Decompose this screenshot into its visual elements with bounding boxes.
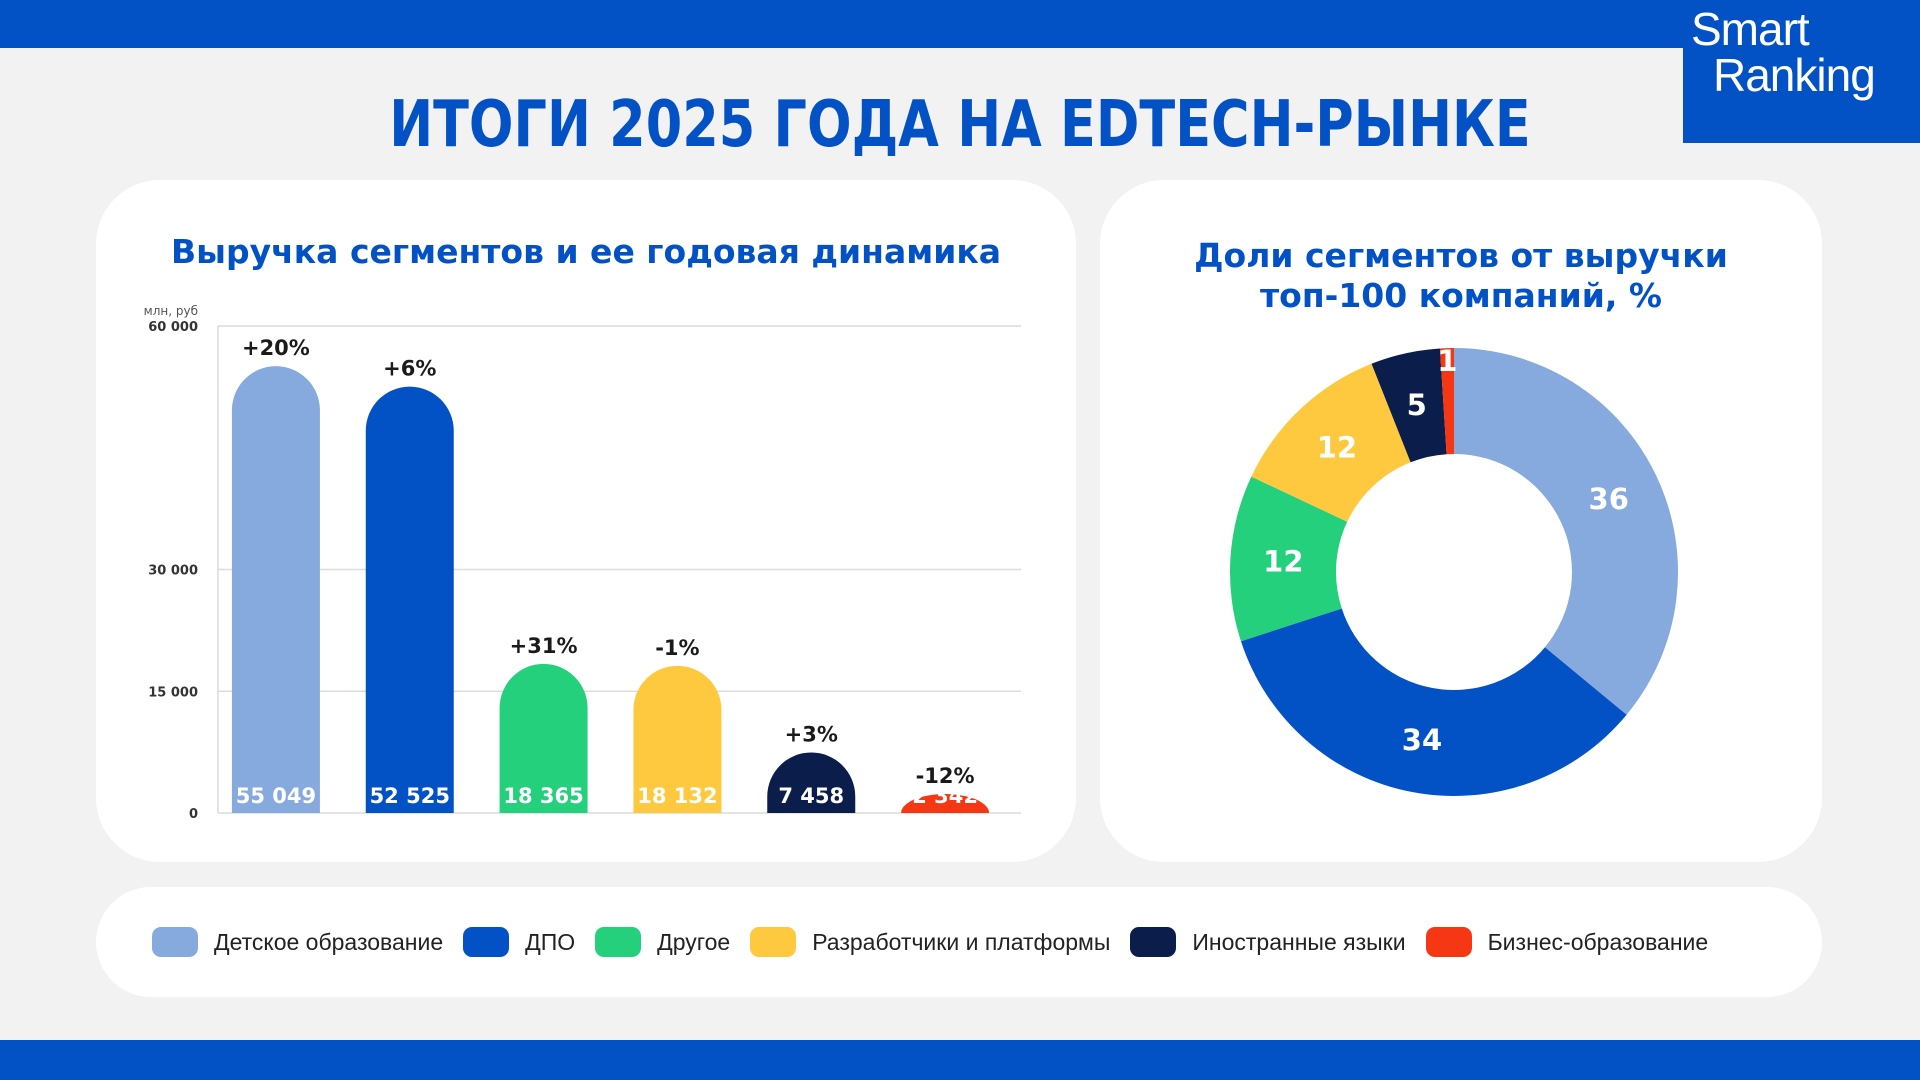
y-unit-label: млн, руб — [144, 304, 198, 318]
legend-item: Другое — [595, 927, 730, 957]
legend-item: Разработчики и платформы — [750, 927, 1110, 957]
legend: Детское образование ДПО Другое Разработчики… — [152, 887, 1782, 997]
legend-item: Детское образование — [152, 927, 443, 957]
bar-value-label: 55 049 — [236, 784, 316, 808]
bar — [499, 663, 588, 813]
top-band — [0, 0, 1920, 48]
donut-slice — [1371, 348, 1447, 463]
y-tick-label: 60 000 — [148, 320, 198, 335]
donut-slice — [1251, 363, 1411, 522]
pie-chart-title: Доли сегментов от выручки топ-100 компан… — [1100, 236, 1822, 316]
slice-value-label: 36 — [1589, 482, 1629, 516]
y-tick-label: 30 000 — [148, 564, 198, 579]
bar — [365, 386, 454, 813]
y-tick-label: 0 — [189, 807, 198, 822]
pie-title-line-1: Доли сегментов от выручки — [1194, 236, 1728, 275]
legend-card: Детское образование ДПО Другое Разработчики… — [96, 887, 1822, 997]
slice-value-label: 12 — [1263, 544, 1303, 578]
bar-growth-label: -1% — [655, 636, 699, 660]
legend-swatch — [1130, 927, 1177, 957]
bar-chart: млн, руб 0 15 000 30 000 60 000 55 049 +20% 52 … — [144, 304, 1021, 822]
legend-label: ДПО — [525, 928, 576, 955]
bar-growth-label: +6% — [383, 357, 436, 381]
legend-item: Бизнес-образование — [1425, 927, 1709, 957]
legend-swatch — [595, 927, 642, 957]
slice-value-label: 1 — [1437, 344, 1457, 378]
smart-ranking-logo: Smart Ranking — [1683, 0, 1920, 143]
legend-item: Иностранные языки — [1130, 927, 1406, 957]
bar-value-label: 18 132 — [637, 784, 717, 808]
bar — [767, 752, 856, 813]
bar — [633, 665, 722, 813]
legend-swatch — [750, 927, 797, 957]
legend-swatch — [463, 927, 510, 957]
legend-swatch — [152, 927, 198, 957]
logo-line-2: Ranking — [1713, 49, 1876, 101]
donut-slice — [1454, 348, 1678, 715]
bar-chart-title: Выручка сегментов и ее годовая динамика — [171, 232, 1001, 271]
legend-label: Детское образование — [214, 928, 444, 955]
bar-growth-label: +31% — [510, 634, 578, 658]
y-tick-label: 15 000 — [148, 685, 198, 700]
legend-swatch — [1425, 927, 1472, 957]
bar-chart-card: Выручка сегментов и ее годовая динамика … — [96, 180, 1076, 862]
bar-value-label: 2 342 — [912, 784, 978, 808]
bar-value-label: 52 525 — [370, 784, 450, 808]
logo-line-1: Smart — [1691, 3, 1810, 55]
donut-slice — [1439, 348, 1454, 455]
bar-growth-label: -12% — [916, 764, 975, 788]
legend-item: ДПО — [463, 927, 575, 957]
donut-slice — [1230, 476, 1348, 642]
bar — [901, 793, 990, 813]
slice-value-label: 34 — [1402, 723, 1442, 757]
legend-label: Разработчики и платформы — [812, 928, 1111, 955]
bar-growth-label: +20% — [242, 336, 310, 360]
pie-chart-card: Доли сегментов от выручки топ-100 компан… — [1100, 180, 1822, 862]
pie-title-line-2: топ-100 компаний, % — [1260, 276, 1662, 315]
slice-value-label: 5 — [1407, 388, 1427, 422]
bar-growth-label: +3% — [785, 722, 838, 746]
legend-label: Другое — [657, 928, 731, 955]
legend-label: Иностранные языки — [1192, 928, 1406, 955]
legend-label: Бизнес-образование — [1487, 928, 1709, 955]
bar-value-label: 7 458 — [778, 784, 844, 808]
page-title: ИТОГИ 2025 ГОДА НА EDTECH-РЫНКЕ — [389, 88, 1531, 162]
bar — [231, 366, 320, 813]
donut-chart: 36 34 12 12 51 — [1230, 344, 1678, 796]
donut-slice — [1240, 608, 1627, 796]
bar-value-label: 18 365 — [503, 784, 583, 808]
bottom-band — [0, 1040, 1920, 1080]
slice-value-label: 12 — [1317, 430, 1357, 464]
